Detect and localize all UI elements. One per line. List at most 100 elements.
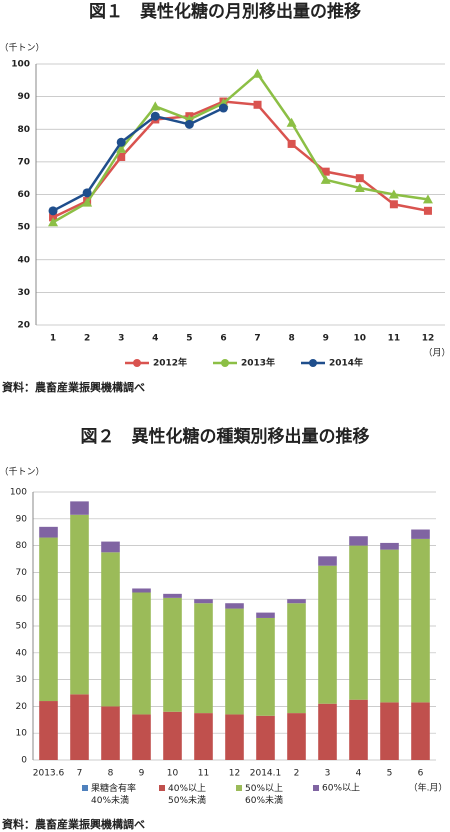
legend-label: 60%以上 xyxy=(322,783,360,794)
marker xyxy=(117,152,126,161)
x-tick-label: 3 xyxy=(325,769,331,779)
y-tick-label: 60 xyxy=(16,595,28,605)
bar-segment xyxy=(194,599,213,604)
x-tick-label: 6 xyxy=(220,334,226,344)
y-axis-label: （千トン） xyxy=(0,467,45,478)
y-tick-label: 50 xyxy=(17,223,30,233)
bar-segment xyxy=(163,597,182,712)
source: 資料：農畜産業振興機構調べ xyxy=(2,817,145,831)
chart-title: 図１ 異性化糖の月別移出量の推移 xyxy=(89,1,361,22)
y-axis-label: （千トン） xyxy=(0,43,45,54)
y-tick-label: 50 xyxy=(16,622,28,632)
legend-swatch xyxy=(82,785,88,791)
y-tick-label: 0 xyxy=(21,756,27,766)
x-tick-label: 9 xyxy=(323,334,329,344)
y-tick-label: 80 xyxy=(17,125,30,135)
bar-segment xyxy=(70,514,89,695)
chart-title: 図２ 異性化糖の種類別移出量の推移 xyxy=(81,426,370,447)
legend-label: 50%以上 60%未満 xyxy=(245,783,283,806)
x-tick-label: 5 xyxy=(186,334,192,344)
bar-segment xyxy=(163,711,182,760)
x-tick-label: 10 xyxy=(167,769,179,779)
marker xyxy=(422,194,433,204)
legend-label: 2014年 xyxy=(329,357,363,369)
legend-marker xyxy=(133,359,141,367)
legend-swatch xyxy=(236,785,242,791)
bar-segment xyxy=(287,713,306,760)
marker xyxy=(252,68,263,78)
x-tick-label: 2013.6 xyxy=(33,769,65,779)
legend-label: 果糖含有率 40%未満 xyxy=(91,782,136,806)
bar-segment xyxy=(163,593,182,598)
line xyxy=(52,100,429,219)
legend-label: 2012年 xyxy=(153,357,187,369)
marker xyxy=(150,111,160,121)
marker xyxy=(354,182,365,192)
bar-segment xyxy=(349,536,368,546)
marker xyxy=(423,206,432,215)
bar-segment xyxy=(287,603,306,714)
line xyxy=(52,71,429,224)
bar-segment xyxy=(132,592,151,715)
bar-segment xyxy=(256,612,275,618)
marker xyxy=(389,200,398,209)
bar-segment xyxy=(380,702,399,760)
bar-segment xyxy=(318,565,337,704)
marker xyxy=(253,100,262,109)
bar-segment xyxy=(70,694,89,760)
bar-segment xyxy=(132,588,151,593)
x-tick-label: 12 xyxy=(229,769,240,779)
legend-label: 2013年 xyxy=(241,357,275,369)
legend-marker xyxy=(221,359,229,367)
x-tick-label: 10 xyxy=(354,334,367,344)
legend-swatch xyxy=(313,785,319,791)
bar-segment xyxy=(132,714,151,760)
marker xyxy=(320,174,331,184)
marker xyxy=(286,117,297,127)
marker xyxy=(48,206,58,216)
x-tick-label: 8 xyxy=(108,769,114,779)
x-tick-label: 4 xyxy=(356,769,362,779)
y-tick-label: 40 xyxy=(17,255,30,265)
bar-segment xyxy=(318,556,337,566)
bar-segment xyxy=(70,501,89,515)
bar-segment xyxy=(194,603,213,714)
bar-segment xyxy=(39,537,58,702)
bar-segment xyxy=(194,713,213,760)
bar-segment xyxy=(101,552,120,707)
x-tick-label: 11 xyxy=(388,334,401,344)
bar-segment xyxy=(349,699,368,760)
y-tick-label: 20 xyxy=(16,702,28,712)
marker xyxy=(355,174,364,183)
y-tick-label: 60 xyxy=(17,190,30,200)
line xyxy=(52,106,224,212)
y-tick-label: 20 xyxy=(17,321,30,331)
marker xyxy=(218,103,228,113)
marker xyxy=(48,217,59,227)
x-tick-label: 2 xyxy=(84,334,90,344)
bar-segment xyxy=(225,603,244,609)
bar-segment xyxy=(380,549,399,703)
bar-segment xyxy=(411,702,430,760)
bar-segment xyxy=(101,706,120,760)
bar-segment xyxy=(256,617,275,716)
x-tick-label: 7 xyxy=(77,769,83,779)
y-tick-label: 100 xyxy=(11,60,30,70)
marker xyxy=(184,119,194,129)
bar-segment xyxy=(39,701,58,760)
legend-label: 40%以上 50%未満 xyxy=(168,783,206,806)
y-tick-label: 30 xyxy=(16,675,28,685)
x-tick-label: 5 xyxy=(387,769,393,779)
legend-marker xyxy=(309,359,317,367)
y-tick-label: 30 xyxy=(17,288,30,298)
y-tick-label: 10 xyxy=(16,729,28,739)
x-tick-label: 1 xyxy=(50,334,56,344)
x-tick-label: 2014.1 xyxy=(250,769,282,779)
y-tick-label: 100 xyxy=(10,488,27,498)
x-tick-label: 12 xyxy=(422,334,435,344)
x-tick-label: 7 xyxy=(254,334,260,344)
bar-segment xyxy=(380,542,399,550)
marker xyxy=(287,139,296,148)
marker xyxy=(116,143,127,153)
